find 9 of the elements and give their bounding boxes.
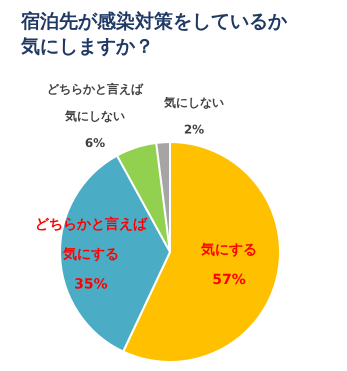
data-label: 57% xyxy=(212,272,246,288)
slice-label: 気にしない xyxy=(163,96,224,110)
slice-label: どちらかと言えば気にする xyxy=(34,215,148,262)
data-label: 2% xyxy=(184,122,204,136)
data-label: 6% xyxy=(84,136,106,150)
slice-label: 気にする xyxy=(200,242,258,258)
data-label: 35% xyxy=(74,276,108,292)
slice-label: どちらかと言えば気にしない xyxy=(47,82,144,123)
chart-title: 宿泊先が感染対策をしているか気にしますか？ xyxy=(20,10,288,58)
